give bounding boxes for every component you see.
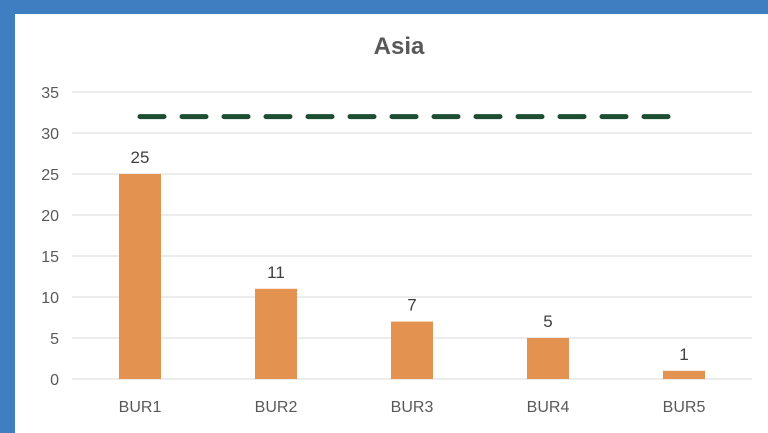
bar — [527, 338, 569, 379]
y-tick-label: 25 — [41, 167, 59, 184]
x-axis: BUR1 BUR2 BUR3 BUR4 BUR5 — [119, 399, 706, 416]
bar — [255, 288, 297, 379]
data-label: 1 — [679, 345, 688, 364]
y-tick-label: 15 — [41, 249, 59, 266]
x-tick-label: BUR1 — [119, 399, 162, 416]
x-tick-label: BUR3 — [391, 399, 434, 416]
bars — [119, 174, 705, 379]
data-label: 7 — [407, 296, 416, 315]
bar — [663, 370, 705, 379]
x-tick-label: BUR4 — [527, 399, 570, 416]
bar — [119, 174, 161, 379]
y-tick-label: 30 — [41, 126, 59, 143]
x-tick-label: BUR5 — [663, 399, 706, 416]
y-tick-label: 5 — [50, 331, 59, 348]
data-label: 5 — [543, 312, 552, 331]
y-tick-label: 10 — [41, 290, 59, 307]
bar — [391, 321, 433, 379]
y-tick-label: 35 — [41, 85, 59, 102]
bar-chart: Asia 0 5 10 15 20 25 30 35 25 11 7 5 1 BUR1 BUR2 BUR3… — [41, 33, 752, 416]
chart-frame: Asia 0 5 10 15 20 25 30 35 25 11 7 5 1 BUR1 BUR2 BUR3… — [15, 14, 768, 433]
chart-title: Asia — [374, 33, 425, 60]
y-axis: 0 5 10 15 20 25 30 35 — [41, 85, 59, 389]
grid-lines — [72, 91, 752, 380]
y-tick-label: 0 — [50, 372, 59, 389]
data-label: 11 — [267, 263, 285, 282]
data-label: 25 — [131, 148, 150, 167]
x-tick-label: BUR2 — [255, 399, 298, 416]
data-labels: 25 11 7 5 1 — [131, 148, 689, 364]
y-tick-label: 20 — [41, 208, 59, 225]
